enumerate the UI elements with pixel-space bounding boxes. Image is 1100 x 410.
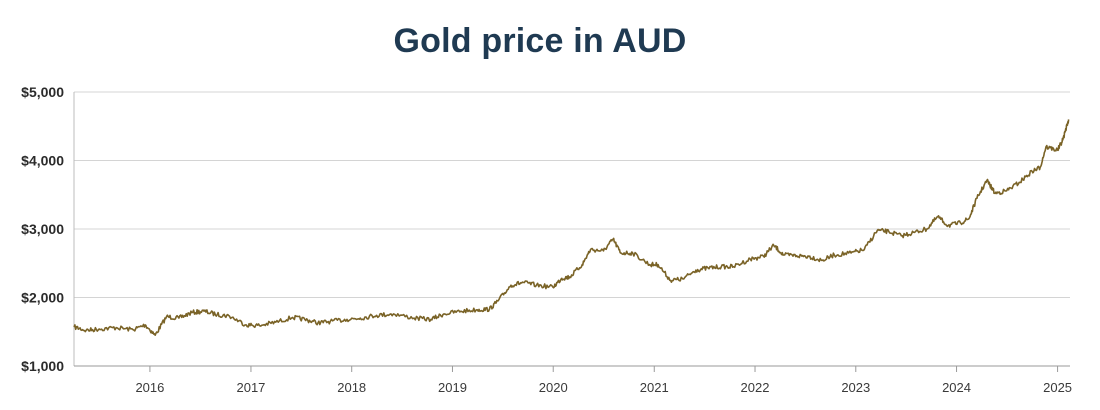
- x-tick-label: 2016: [135, 380, 164, 395]
- x-tick-label: 2023: [841, 380, 870, 395]
- gridlines: [74, 91, 1070, 298]
- series: [73, 119, 1070, 336]
- x-tick-label: 2019: [438, 380, 467, 395]
- x-tick-label: 2024: [942, 380, 971, 395]
- price-line: [73, 119, 1070, 336]
- x-tick-label: 2017: [236, 380, 265, 395]
- y-tick-label: $5,000: [21, 84, 64, 100]
- chart-title: Gold price in AUD: [393, 22, 687, 60]
- y-tick-labels: $1,000 $2,000 $3,000 $4,000 $5,000: [21, 84, 64, 374]
- y-tick-label: $3,000: [21, 221, 64, 237]
- x-tick-label: 2021: [640, 380, 669, 395]
- y-tick-label: $1,000: [21, 358, 64, 374]
- x-tick-label: 2020: [539, 380, 568, 395]
- y-tick-label: $4,000: [21, 153, 64, 169]
- x-tick-label: 2025: [1043, 380, 1072, 395]
- x-tick-label: 2022: [741, 380, 770, 395]
- x-tick-labels: 2016 2017 2018 2019 2020 2021 2022 2023 2024 2025: [135, 380, 1072, 395]
- axes: [73, 92, 1070, 372]
- y-tick-label: $2,000: [21, 290, 64, 306]
- x-tick-label: 2018: [337, 380, 366, 395]
